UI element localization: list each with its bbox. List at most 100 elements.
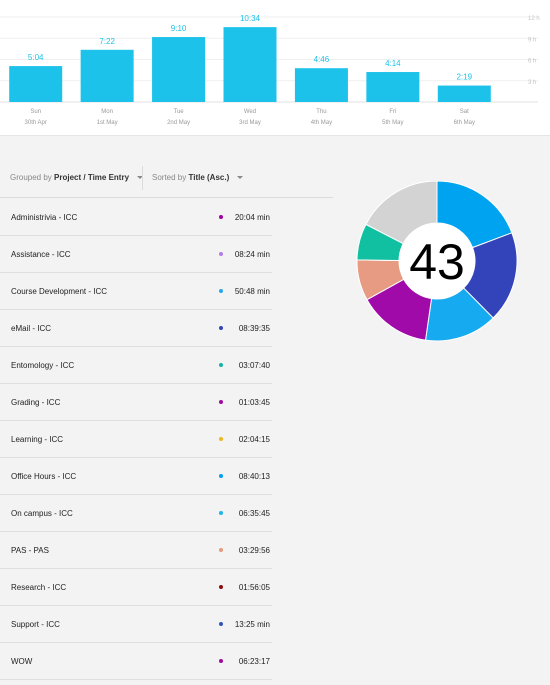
project-color-dot-icon — [219, 326, 223, 330]
entry-duration: 50:48 min — [234, 287, 270, 296]
entry-title: Entomology - ICC — [11, 361, 75, 370]
project-donut-chart: 43 — [356, 181, 518, 342]
y-tick-label: 12 h — [528, 16, 540, 22]
list-item[interactable]: Assistance - ICC 08:24 min — [0, 236, 272, 273]
group-by-prefix: Grouped by — [10, 173, 52, 182]
entry-duration: 03:07:40 — [238, 361, 270, 370]
donut-center-value: 43 — [409, 234, 465, 290]
list-item[interactable]: Course Development - ICC 50:48 min — [0, 273, 272, 310]
project-color-dot-icon — [219, 400, 223, 404]
list-filters: Grouped by Project / Time Entry Sorted b… — [0, 158, 333, 198]
sort-by-prefix: Sorted by — [152, 173, 187, 182]
entry-title: Support - ICC — [11, 620, 60, 629]
x-tick-day: Sat — [460, 109, 469, 115]
list-item[interactable]: eMail - ICC 08:39:35 — [0, 310, 272, 347]
x-tick-day: Fri — [389, 109, 396, 115]
list-item[interactable]: Support - ICC 13:25 min — [0, 606, 272, 643]
bar-fri — [366, 72, 420, 102]
project-color-dot-icon — [219, 437, 223, 441]
bar-data-label: 9:10 — [171, 24, 187, 33]
caret-down-icon — [137, 176, 144, 180]
list-item[interactable]: Entomology - ICC 03:07:40 — [0, 347, 272, 384]
group-by-dropdown[interactable]: Grouped by Project / Time Entry — [10, 173, 144, 182]
list-item[interactable]: On campus - ICC 06:35:45 — [0, 495, 272, 532]
entry-title: eMail - ICC — [11, 324, 52, 333]
bar-tue — [152, 37, 206, 102]
sort-by-dropdown[interactable]: Sorted by Title (Asc.) — [152, 173, 244, 182]
list-item[interactable]: Administrivia - ICC 20:04 min — [0, 199, 272, 236]
entry-title: Research - ICC — [11, 583, 67, 592]
x-tick-day: Thu — [316, 109, 326, 115]
bar-data-label: 10:34 — [240, 14, 261, 23]
entry-title: Learning - ICC — [11, 435, 64, 444]
x-tick-date: 3rd May — [239, 120, 261, 126]
caret-down-icon — [237, 176, 244, 180]
group-by-value: Project / Time Entry — [54, 173, 130, 182]
entry-duration: 01:03:45 — [238, 398, 270, 407]
x-tick-day: Tue — [174, 109, 185, 115]
x-tick-day: Wed — [244, 109, 256, 115]
list-item[interactable]: Learning - ICC 02:04:15 — [0, 421, 272, 458]
entry-title: Administrivia - ICC — [11, 213, 78, 222]
entry-duration: 01:56:05 — [238, 583, 270, 592]
x-tick-day: Mon — [101, 109, 113, 115]
list-item[interactable]: WOW 06:23:17 — [0, 643, 272, 680]
entry-duration: 13:25 min — [234, 620, 270, 629]
x-tick-date: 5th May — [382, 120, 403, 126]
x-tick-date: 6th May — [454, 120, 475, 126]
bar-sat — [437, 85, 491, 102]
sort-by-value: Title (Asc.) — [188, 173, 230, 182]
entry-duration: 08:39:35 — [238, 324, 270, 333]
bar-data-label: 4:46 — [314, 55, 330, 64]
list-item[interactable]: Research - ICC 01:56:05 — [0, 569, 272, 606]
entry-duration: 02:04:15 — [238, 435, 270, 444]
weekly-bar-chart: 12 h 9 h 6 h 3 h 5:04 Sun 30th Apr 7:22 Mon 1st M… — [0, 0, 550, 136]
y-tick-label: 6 h — [528, 59, 536, 65]
y-tick-label: 3 h — [528, 80, 536, 86]
bar-data-label: 4:14 — [385, 59, 401, 68]
project-color-dot-icon — [219, 474, 223, 478]
entry-title: Assistance - ICC — [11, 250, 71, 259]
project-color-dot-icon — [219, 289, 223, 293]
bar-thu — [294, 68, 348, 102]
time-entry-list: Administrivia - ICC 20:04 min Assistance -… — [0, 199, 272, 680]
entry-title: Office Hours - ICC — [11, 472, 77, 481]
project-color-dot-icon — [219, 252, 223, 256]
entry-title: Course Development - ICC — [11, 287, 108, 296]
entry-duration: 20:04 min — [234, 213, 270, 222]
y-tick-label: 9 h — [528, 37, 536, 43]
project-color-dot-icon — [219, 511, 223, 515]
bar-data-label: 5:04 — [28, 53, 44, 62]
bar-chart-svg: 12 h 9 h 6 h 3 h 5:04 Sun 30th Apr 7:22 Mon 1st M… — [0, 14, 540, 126]
project-color-dot-icon — [219, 585, 223, 589]
x-tick-date: 2nd May — [167, 120, 190, 126]
entry-duration: 06:35:45 — [238, 509, 270, 518]
x-tick-day: Sun — [30, 109, 41, 115]
project-color-dot-icon — [219, 659, 223, 663]
entry-duration: 08:40:13 — [238, 472, 270, 481]
entry-duration: 08:24 min — [234, 250, 270, 259]
project-color-dot-icon — [219, 215, 223, 219]
bar-wed — [223, 27, 277, 102]
x-tick-date: 1st May — [97, 120, 118, 126]
list-item[interactable]: Office Hours - ICC 08:40:13 — [0, 458, 272, 495]
bar-data-label: 7:22 — [99, 37, 115, 46]
entry-duration: 06:23:17 — [238, 657, 270, 666]
project-color-dot-icon — [219, 363, 223, 367]
entry-title: WOW — [11, 657, 33, 666]
x-tick-date: 30th Apr — [25, 120, 47, 126]
bar-data-label: 2:19 — [456, 73, 472, 82]
bar-sun — [9, 66, 63, 102]
x-tick-date: 4th May — [311, 120, 332, 126]
donut-center — [399, 223, 475, 299]
filter-divider — [142, 166, 143, 190]
entry-duration: 03:29:56 — [238, 546, 270, 555]
entry-title: On campus - ICC — [11, 509, 73, 518]
bar-mon — [80, 49, 134, 102]
list-item[interactable]: PAS - PAS 03:29:56 — [0, 532, 272, 569]
entry-title: Grading - ICC — [11, 398, 61, 407]
entry-title: PAS - PAS — [11, 546, 49, 555]
project-color-dot-icon — [219, 622, 223, 626]
list-item[interactable]: Grading - ICC 01:03:45 — [0, 384, 272, 421]
project-color-dot-icon — [219, 548, 223, 552]
